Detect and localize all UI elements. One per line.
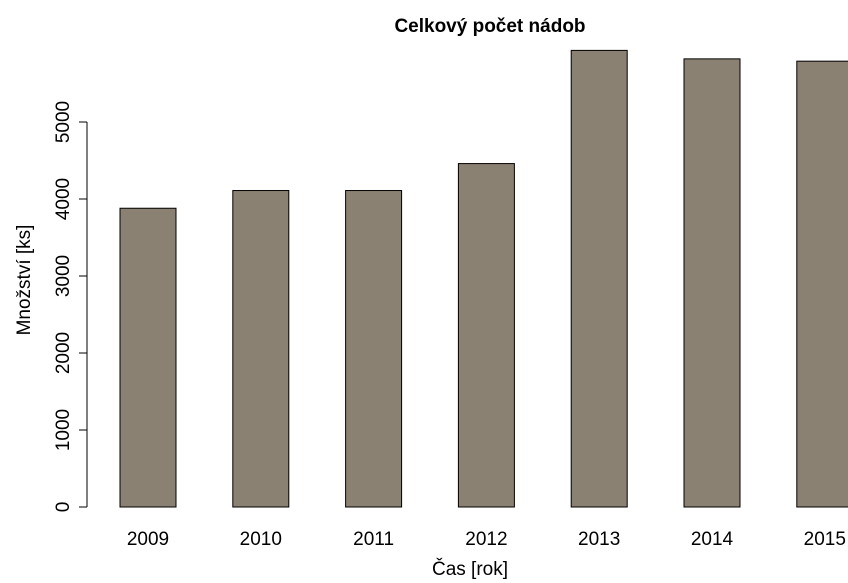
x-tick-label: 2009 [127, 529, 169, 550]
bar-2014 [683, 58, 741, 508]
x-tick-label: 2013 [578, 529, 620, 550]
x-tick-label: 2011 [353, 529, 394, 550]
bars-group [119, 49, 848, 508]
y-tick-label: 0 [53, 502, 74, 513]
x-tick-label: 2015 [804, 529, 846, 550]
x-axis-label: Čas [rok] [432, 558, 508, 580]
y-axis-label: Množství [ks] [14, 225, 35, 336]
bar-2012 [457, 163, 515, 508]
x-tick-label: 2014 [691, 529, 734, 550]
y-tick-label: 5000 [53, 101, 74, 143]
bar-2009 [119, 207, 177, 508]
y-tick-label: 4000 [53, 178, 74, 220]
y-tick-label: 3000 [53, 255, 74, 297]
bar-2010 [232, 190, 290, 508]
y-tick-label: 2000 [53, 332, 74, 374]
x-tick-labels: 2009 2010 2011 2012 2013 2014 2015 [127, 529, 846, 550]
y-axis: 0 1000 2000 3000 4000 5000 [53, 101, 88, 513]
x-tick-label: 2010 [240, 529, 282, 550]
y-tick-label: 1000 [53, 409, 74, 451]
bar-2011 [345, 190, 403, 508]
bar-2015 [796, 60, 848, 508]
chart-title: Celkový počet nádob [394, 16, 585, 37]
x-tick-label: 2012 [465, 529, 507, 550]
bar-2013 [570, 49, 628, 508]
